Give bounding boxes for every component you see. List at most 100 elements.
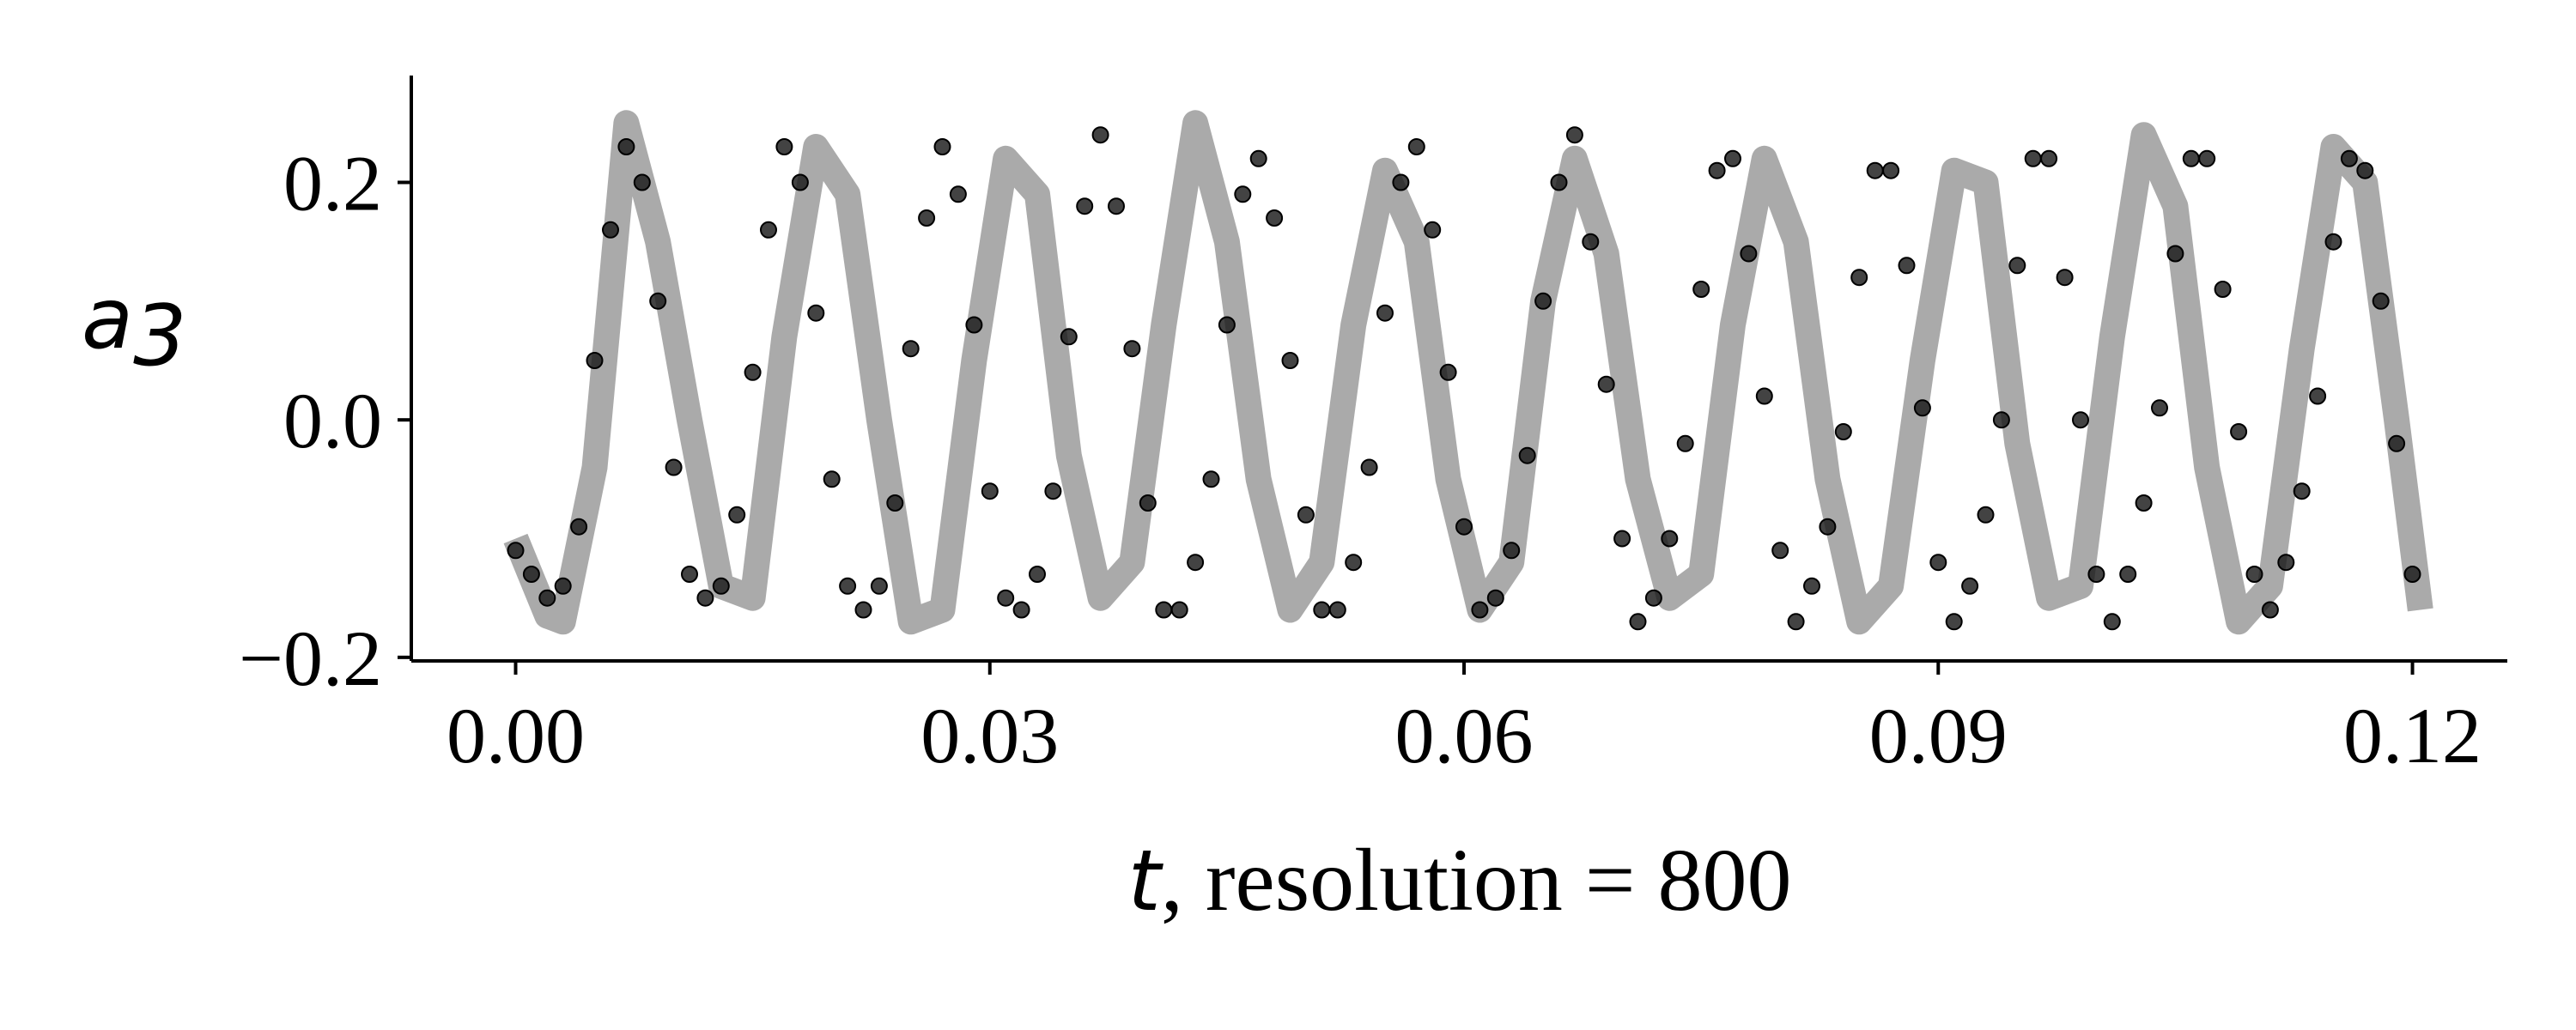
- data-point: [1597, 375, 1615, 393]
- data-point: [1170, 601, 1188, 619]
- data-point: [1961, 577, 1979, 595]
- data-point: [1913, 399, 1931, 417]
- data-point: [1155, 601, 1173, 619]
- data-point: [1471, 601, 1489, 619]
- data-point: [586, 352, 604, 369]
- data-point: [522, 566, 540, 583]
- data-point: [949, 185, 967, 203]
- data-point: [1044, 482, 1062, 500]
- data-point: [886, 494, 904, 512]
- data-point: [902, 340, 920, 358]
- data-point: [1866, 161, 1884, 179]
- y-tick-label: 0.0: [283, 377, 382, 464]
- data-point: [839, 577, 857, 595]
- data-point: [2356, 161, 2374, 179]
- data-point: [1661, 530, 1679, 548]
- data-point: [1091, 126, 1109, 144]
- data-point: [665, 458, 683, 476]
- y-axis-label: a3: [82, 270, 186, 385]
- data-point: [965, 316, 983, 334]
- data-point: [2182, 149, 2200, 167]
- data-point: [1266, 209, 1284, 227]
- data-point: [728, 506, 746, 524]
- x-tick-label: 0.06: [1395, 692, 1534, 779]
- data-point: [649, 292, 667, 310]
- data-point: [1834, 423, 1852, 440]
- data-point: [1755, 387, 1773, 405]
- x-axis-label: t, resolution = 800: [1127, 831, 1791, 930]
- data-point: [2166, 245, 2184, 263]
- data-point: [1392, 173, 1410, 191]
- data-point: [807, 304, 825, 322]
- data-point: [1424, 221, 1442, 239]
- data-point: [1534, 292, 1552, 310]
- data-point: [1803, 577, 1820, 595]
- data-point: [1439, 363, 1457, 381]
- y-ticks: −0.2 0.0 0.2: [239, 140, 411, 702]
- data-point: [1313, 601, 1331, 619]
- data-point: [1503, 542, 1521, 560]
- data-point: [1297, 506, 1315, 524]
- data-point: [696, 589, 714, 607]
- data-point: [1819, 518, 1837, 536]
- data-point: [681, 566, 698, 583]
- y-tick-label: 0.2: [283, 140, 382, 227]
- x-axis-label-var: t: [1127, 833, 1163, 930]
- data-point: [791, 173, 809, 191]
- data-point: [1486, 589, 1504, 607]
- data-point: [1060, 328, 1078, 346]
- data-point: [602, 221, 619, 239]
- data-point: [1550, 173, 1568, 191]
- data-point: [2135, 494, 2153, 512]
- data-point: [1692, 281, 1710, 298]
- data-point: [1076, 197, 1094, 215]
- data-point: [1123, 340, 1141, 358]
- x-tick-label: 0.00: [447, 692, 585, 779]
- data-point: [2056, 269, 2074, 287]
- data-point: [870, 577, 888, 595]
- x-tick-label: 0.09: [1869, 692, 2008, 779]
- data-point: [1787, 613, 1805, 631]
- data-point: [1360, 458, 1378, 476]
- data-point: [1740, 245, 1758, 263]
- data-point: [1565, 126, 1583, 144]
- data-point: [2230, 423, 2248, 440]
- data-point: [2040, 149, 2058, 167]
- data-point: [997, 589, 1015, 607]
- axes: [410, 76, 2507, 663]
- data-point: [2151, 399, 2168, 417]
- data-point: [1708, 161, 1726, 179]
- data-point: [854, 601, 872, 619]
- x-axis-label-rest: , resolution = 800: [1161, 831, 1792, 930]
- data-point: [1249, 149, 1267, 167]
- data-point: [633, 173, 651, 191]
- data-point: [933, 138, 951, 155]
- data-point: [1407, 138, 1425, 155]
- data-point: [1882, 161, 1900, 179]
- data-point: [1724, 149, 1741, 167]
- data-point: [2293, 482, 2311, 500]
- y-axis-label-sub: 3: [133, 288, 186, 385]
- data-point: [2072, 411, 2089, 429]
- data-point: [1898, 257, 1916, 275]
- data-point: [1455, 518, 1473, 536]
- data-point: [1328, 601, 1346, 619]
- data-point: [1029, 566, 1046, 583]
- data-point: [760, 221, 777, 239]
- data-point: [1644, 589, 1662, 607]
- data-point: [1139, 494, 1157, 512]
- data-point: [1676, 434, 1694, 452]
- data-point: [2119, 566, 2137, 583]
- data-point: [1281, 352, 1299, 369]
- data-point: [775, 138, 793, 155]
- data-point: [1012, 601, 1030, 619]
- data-point: [744, 363, 762, 381]
- x-ticks: 0.00 0.03 0.06 0.09 0.12: [447, 661, 2482, 779]
- data-point: [1218, 316, 1236, 334]
- data-point: [2388, 434, 2406, 452]
- data-point: [2309, 387, 2327, 405]
- reference-line: [503, 110, 2433, 635]
- y-axis-label-var: a: [82, 270, 133, 368]
- data-point: [981, 482, 999, 500]
